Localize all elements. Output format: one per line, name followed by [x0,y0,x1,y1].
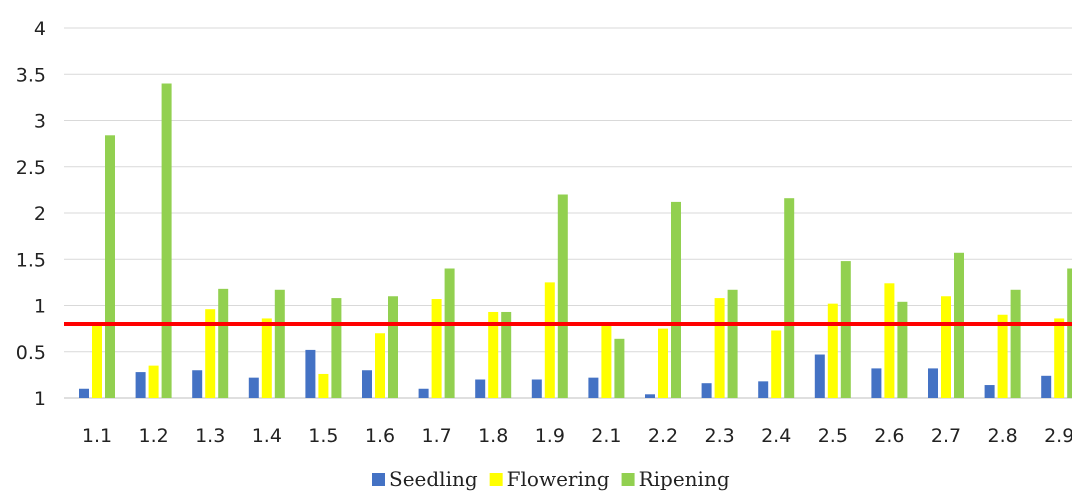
bar-seedling-1.3 [192,370,203,398]
legend-swatch-ripening [621,473,635,486]
bar-seedling-1.9 [531,379,542,398]
x-axis-ticks: 1.1 1.2 1.3 1.4 1.5 1.6 1.7 1.8 1.9 2.1 2.2 2.3 2.4 2… [82,425,1072,447]
x-tick-label: 2.4 [761,425,791,447]
bar-flowering-2.1 [601,325,612,398]
bar-flowering-1.8 [488,311,499,398]
bar-flowering-2.2 [658,328,668,398]
bars [79,83,1072,399]
bar-seedling-2.7 [928,368,938,398]
bar-flowering-2.8 [997,314,1008,398]
legend-swatch-flowering [489,473,503,486]
x-tick-label: 1.1 [82,425,112,447]
bar-ripening-1.4 [274,289,285,398]
y-tick-label: 0.5 [16,342,46,364]
bar-seedling-2.1 [588,377,599,398]
x-tick-label: 2.5 [818,425,848,447]
x-tick-label: 2.3 [704,425,734,447]
bar-ripening-1.6 [388,296,398,398]
bar-flowering-1.2 [148,365,159,398]
x-tick-label: 1.7 [421,425,451,447]
bar-ripening-1.5 [331,298,342,398]
bar-seedling-2.5 [814,354,825,398]
bar-seedling-1.6 [362,370,372,398]
bar-seedling-1.1 [79,388,89,398]
bar-seedling-1.7 [418,388,429,398]
bar-ripening-2.5 [840,261,851,398]
bar-ripening-1.7 [444,268,455,398]
x-tick-label: 1.3 [195,425,225,447]
bar-ripening-2.3 [727,289,738,398]
bar-flowering-1.5 [318,373,329,398]
legend: Seedling Flowering Ripening [372,467,730,491]
y-tick-label: 2 [34,203,46,225]
bar-seedling-2.8 [984,385,995,398]
bar-seedling-1.2 [135,372,146,398]
bar-ripening-1.8 [501,311,512,398]
bar-flowering-1.1 [92,325,102,398]
x-tick-label: 2.1 [591,425,621,447]
bar-flowering-2.7 [941,296,951,398]
bar-flowering-2.3 [714,298,725,398]
y-tick-label: 1 [34,296,46,318]
y-tick-label: 3.5 [16,64,46,86]
y-tick-label: 1.5 [16,249,46,271]
bar-seedling-2.6 [871,368,882,398]
y-tick-label: 1 [34,388,46,410]
bar-ripening-2.1 [614,338,625,398]
x-tick-label: 1.4 [252,425,282,447]
bar-flowering-1.9 [544,282,555,398]
bar-flowering-1.7 [431,299,442,398]
bar-flowering-2.9 [1054,318,1065,398]
bar-seedling-2.4 [758,381,769,398]
x-tick-label: 2.9 [1044,425,1072,447]
x-tick-label: 1.2 [138,425,168,447]
legend-label-ripening: Ripening [639,467,730,491]
bar-flowering-1.6 [375,333,385,398]
x-tick-label: 2.2 [648,425,678,447]
x-tick-label: 1.9 [535,425,565,447]
bar-flowering-2.4 [771,330,782,398]
bar-ripening-2.2 [671,201,681,398]
bar-ripening-1.9 [557,194,568,398]
bar-seedling-1.5 [305,349,316,398]
gridlines [64,27,1072,399]
bar-ripening-2.9 [1067,268,1072,398]
x-tick-label: 2.7 [931,425,961,447]
x-tick-label: 2.6 [874,425,904,447]
bar-ripening-1.3 [218,288,229,398]
x-tick-label: 1.8 [478,425,508,447]
y-tick-label: 2.5 [16,157,46,179]
y-tick-label: 3 [34,111,46,133]
legend-label-seedling: Seedling [389,467,478,491]
legend-swatch-seedling [372,473,385,486]
x-tick-label: 1.6 [365,425,395,447]
bar-seedling-1.4 [248,377,259,398]
bar-flowering-1.4 [261,318,272,398]
bar-seedling-1.8 [475,379,486,398]
bar-seedling-2.9 [1041,375,1052,398]
bar-ripening-2.6 [897,301,908,398]
y-tick-label: 4 [34,18,46,40]
x-tick-label: 1.5 [308,425,338,447]
x-tick-label: 2.8 [987,425,1017,447]
bar-flowering-2.5 [827,303,838,398]
bar-flowering-1.3 [205,309,216,398]
bar-ripening-1.2 [161,83,172,398]
y-axis-ticks: 1 0.5 1 1.5 2 2.5 3 3.5 4 [16,18,46,410]
bar-ripening-2.4 [784,198,795,398]
bar-seedling-2.3 [701,383,712,398]
bar-flowering-2.6 [884,283,895,398]
bar-ripening-1.1 [105,135,115,399]
bar-ripening-2.8 [1010,289,1021,398]
bar-seedling-2.2 [645,394,655,398]
legend-label-flowering: Flowering [507,467,610,491]
